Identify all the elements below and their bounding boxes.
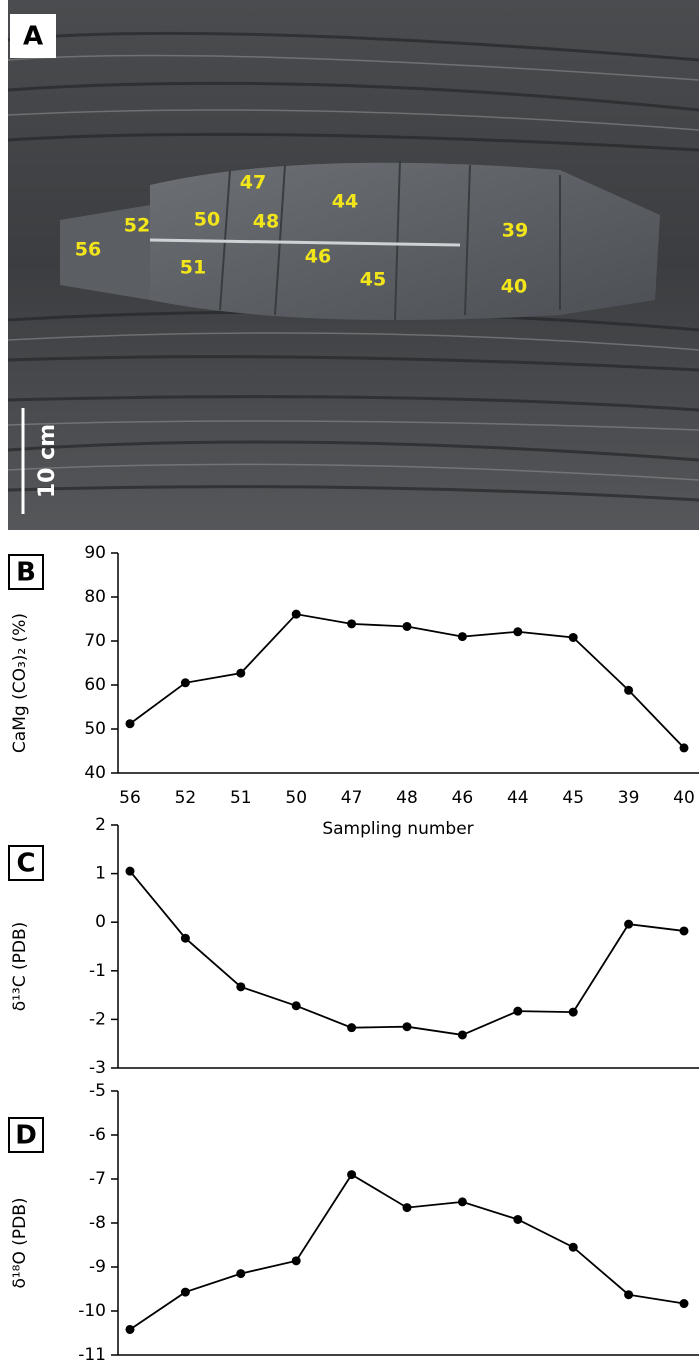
y-tick-label: -8	[89, 1213, 106, 1233]
panel-label: D	[15, 1121, 37, 1151]
data-point	[680, 926, 689, 935]
data-point	[403, 1203, 412, 1212]
x-tick-label: 47	[341, 788, 363, 808]
data-point	[624, 686, 633, 695]
charts: 40 50 60 70 80 90 56 52 51 50 47 48 46 44 45 39 40 Sampli…	[9, 543, 699, 1365]
data-point	[347, 619, 356, 628]
y-tick-label: 0	[95, 912, 106, 932]
data-point	[513, 1215, 522, 1224]
photo: 47 44 52 50 48 39 56 46 51 45 40 A 10 cm	[8, 0, 699, 530]
y-tick-label: 1	[95, 864, 106, 884]
x-tick-label: 40	[673, 788, 695, 808]
data-point	[624, 1290, 633, 1299]
x-tick-label: 56	[119, 788, 141, 808]
scale-label: 10 cm	[35, 424, 60, 498]
data-point	[126, 1325, 135, 1334]
sample-label: 44	[332, 191, 358, 213]
data-point	[126, 867, 135, 876]
sample-label: 47	[240, 172, 266, 194]
sample-label: 45	[360, 269, 386, 291]
sample-label: 52	[124, 215, 150, 237]
x-tick-label: 51	[230, 788, 252, 808]
y-tick-label: -3	[89, 1058, 106, 1078]
panel-label: C	[16, 849, 35, 879]
data-point	[126, 719, 135, 728]
y-tick-label: -2	[89, 1009, 106, 1029]
data-point	[458, 1030, 467, 1039]
data-line	[130, 1175, 684, 1330]
data-point	[292, 1001, 301, 1010]
data-point	[624, 920, 633, 929]
y-tick-label: -6	[89, 1125, 106, 1145]
data-point	[513, 1007, 522, 1016]
data-line	[130, 614, 684, 748]
data-point	[347, 1170, 356, 1179]
data-point	[181, 934, 190, 943]
sample-label: 40	[501, 276, 527, 298]
data-point	[292, 1256, 301, 1265]
x-tick-label: 46	[452, 788, 474, 808]
y-tick-label: -1	[89, 961, 106, 981]
panel-label: B	[16, 558, 36, 588]
data-point	[569, 1008, 578, 1017]
sample-label: 48	[253, 211, 279, 233]
x-tick-label: 44	[507, 788, 529, 808]
data-point	[680, 1299, 689, 1308]
y-tick-label: 60	[84, 675, 106, 695]
y-tick-label: 80	[84, 587, 106, 607]
data-point	[513, 627, 522, 636]
sample-label: 39	[502, 220, 528, 242]
y-tick-label: 40	[84, 763, 106, 783]
y-tick-label: -9	[89, 1257, 106, 1277]
data-point	[680, 743, 689, 752]
sample-label: 56	[75, 239, 101, 261]
y-axis-title: δ¹⁸O (PDB)	[10, 1197, 30, 1288]
data-point	[569, 1243, 578, 1252]
sample-label: 46	[305, 246, 331, 268]
y-tick-label: 70	[84, 631, 106, 651]
data-point	[236, 982, 245, 991]
x-tick-label: 50	[285, 788, 307, 808]
data-point	[403, 1022, 412, 1031]
data-line	[130, 871, 684, 1035]
x-tick-label: 52	[175, 788, 197, 808]
x-axis-title: Sampling number	[322, 819, 473, 839]
data-point	[569, 633, 578, 642]
data-point	[181, 1288, 190, 1297]
y-tick-label: 50	[84, 719, 106, 739]
data-point	[181, 678, 190, 687]
figure: 47 44 52 50 48 39 56 46 51 45 40 A 10 cm 40 50 60 70 8…	[0, 0, 699, 1365]
data-point	[292, 610, 301, 619]
data-point	[236, 1269, 245, 1278]
y-tick-label: -5	[89, 1081, 106, 1101]
data-point	[403, 622, 412, 631]
y-axis-title: δ¹³C (PDB)	[10, 922, 30, 1012]
y-axis-title: CaMg (CO₃)₂ (%)	[10, 613, 30, 753]
sample-label: 50	[194, 209, 220, 231]
x-tick-label: 39	[618, 788, 640, 808]
data-point	[458, 632, 467, 641]
y-tick-label: 2	[95, 815, 106, 835]
panel-label: A	[23, 22, 43, 52]
y-tick-label: 90	[84, 543, 106, 563]
y-tick-label: -11	[78, 1345, 106, 1365]
data-point	[458, 1197, 467, 1206]
y-tick-label: -10	[78, 1301, 106, 1321]
data-point	[236, 669, 245, 678]
y-tick-label: -7	[89, 1169, 106, 1189]
sample-label: 51	[180, 257, 206, 279]
data-point	[347, 1023, 356, 1032]
x-tick-label: 45	[562, 788, 584, 808]
x-tick-label: 48	[396, 788, 418, 808]
